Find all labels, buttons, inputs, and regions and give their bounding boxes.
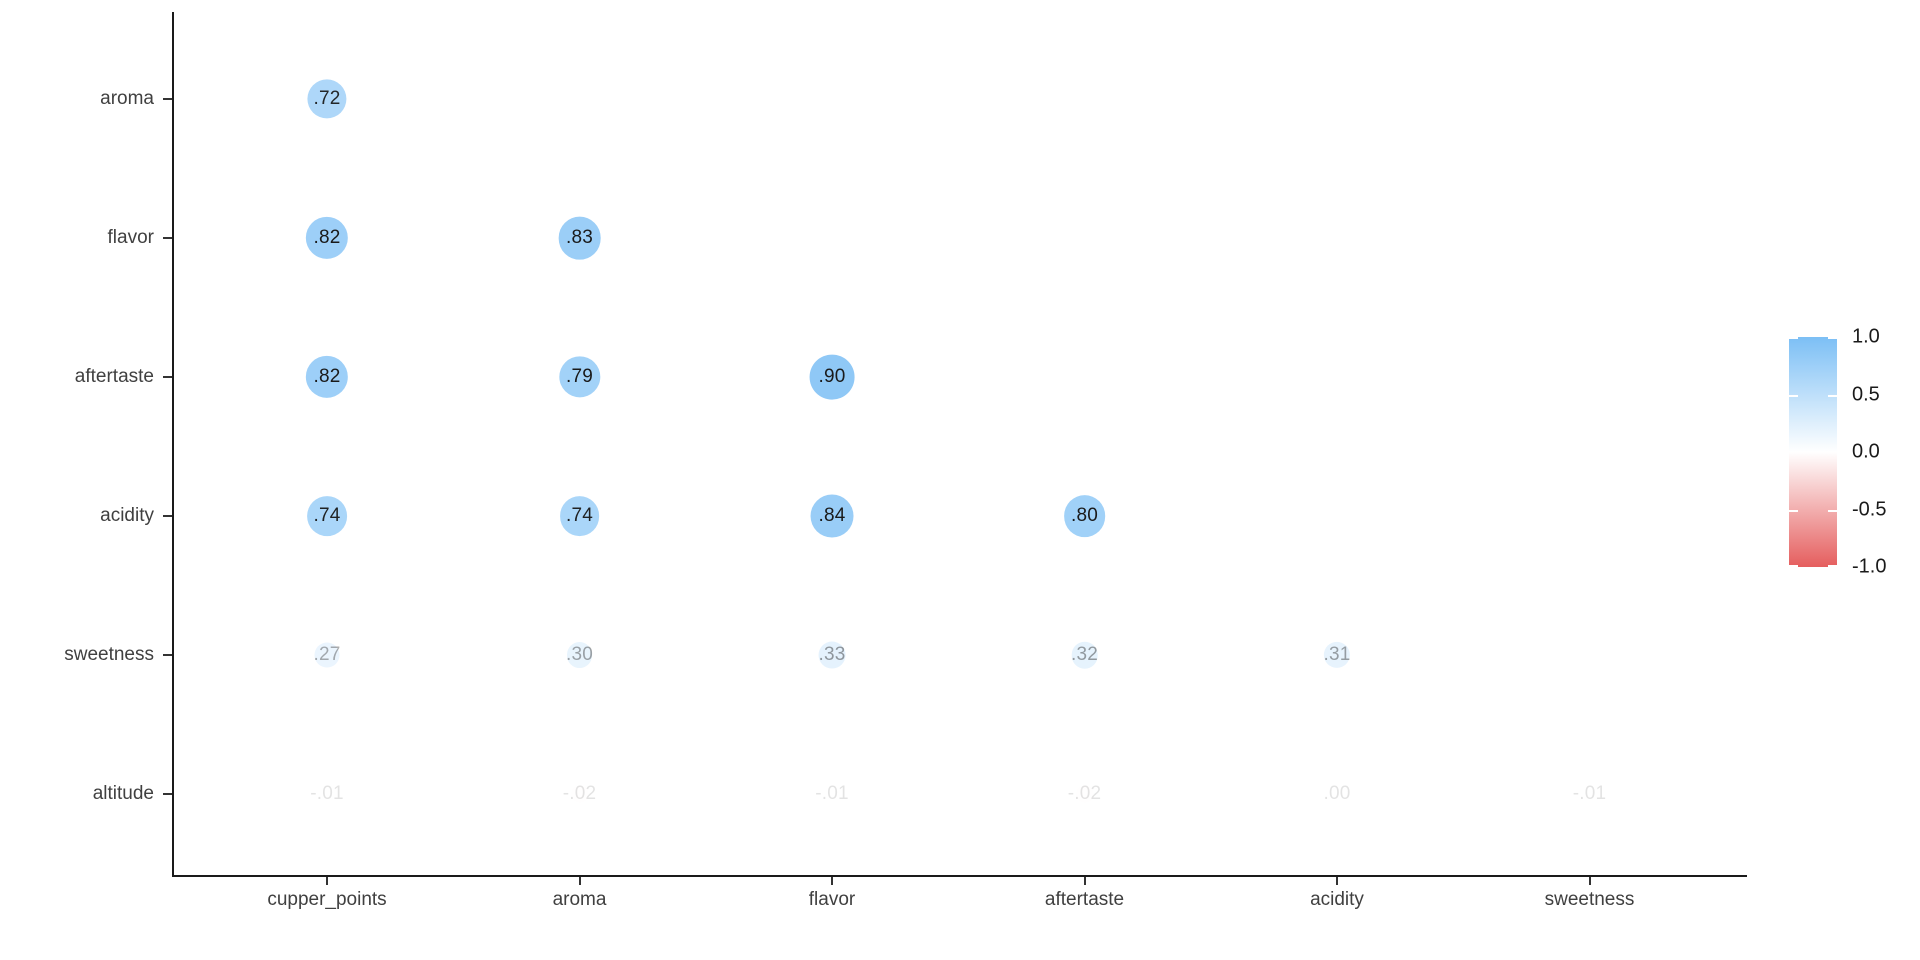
x-axis-label-acidity: acidity <box>1310 889 1364 910</box>
correlation-value-label: .84 <box>818 505 846 526</box>
correlation-dot <box>307 496 347 536</box>
correlation-value-label: .27 <box>313 644 341 665</box>
correlation-dot <box>307 79 347 119</box>
correlation-dot <box>558 356 601 398</box>
y-axis-tick <box>163 793 172 795</box>
correlation-value-label: .82 <box>313 366 341 387</box>
correlation-dot <box>809 354 855 400</box>
legend-tick-label: -0.5 <box>1852 498 1887 520</box>
y-axis-line <box>172 12 174 877</box>
correlation-dot <box>314 642 340 668</box>
correlation-value-label: .82 <box>313 227 341 248</box>
legend-tick-label: 0.5 <box>1852 383 1880 405</box>
y-axis-label-aftertaste: aftertaste <box>74 366 154 387</box>
correlation-value-label: .72 <box>313 88 341 109</box>
correlation-value-label: -.01 <box>1572 783 1607 804</box>
correlation-dot <box>559 496 600 536</box>
x-axis-tick <box>326 877 328 885</box>
x-axis-line <box>172 875 1747 877</box>
y-axis-label-aroma: aroma <box>100 88 154 109</box>
correlation-dot <box>810 494 854 538</box>
correlation-value-label: .83 <box>565 227 594 248</box>
x-axis-tick <box>1336 877 1338 885</box>
legend-tick-mark <box>1828 565 1837 567</box>
x-axis-label-aroma: aroma <box>552 889 607 910</box>
correlation-dot <box>1063 495 1106 537</box>
correlation-dot <box>1323 641 1351 669</box>
y-axis-label-altitude: altitude <box>92 783 154 804</box>
x-axis-label-flavor: flavor <box>808 889 856 910</box>
correlation-dot <box>1075 785 1094 803</box>
correlation-value-label: .31 <box>1323 644 1351 665</box>
correlation-value-label: .74 <box>565 505 594 526</box>
legend-gradient-bar <box>1789 337 1837 567</box>
x-axis-label-aftertaste: aftertaste <box>1044 889 1125 910</box>
y-axis-tick <box>163 376 172 378</box>
y-axis-label-acidity: acidity <box>100 505 154 526</box>
correlation-value-label: .80 <box>1070 505 1099 526</box>
x-axis-tick <box>831 877 833 885</box>
correlation-dot <box>305 355 349 399</box>
y-axis-tick <box>163 237 172 239</box>
legend-tick-mark <box>1789 394 1798 397</box>
correlation-value-label: -.01 <box>310 783 344 804</box>
y-axis-tick <box>163 98 172 100</box>
correlation-value-label: -.02 <box>1067 783 1102 804</box>
x-axis-tick <box>578 877 581 885</box>
correlation-dot <box>1071 641 1098 669</box>
legend-tick-label: -1.0 <box>1852 555 1887 578</box>
correlation-value-label: .74 <box>313 505 341 526</box>
correlation-dot <box>566 642 593 668</box>
legend-tick-mark <box>1828 337 1837 339</box>
correlation-dot <box>823 785 841 803</box>
correlation-dot <box>570 785 589 803</box>
y-axis-tick <box>163 515 172 517</box>
correlation-dot <box>1328 785 1346 803</box>
legend-tick-mark <box>1828 509 1837 512</box>
x-axis-label-sweetness: sweetness <box>1544 889 1635 910</box>
correlation-dot <box>305 216 349 260</box>
correlation-dot <box>558 216 601 260</box>
correlation-value-label: .33 <box>818 644 846 665</box>
legend-tick-mark <box>1789 509 1798 512</box>
legend-tick-mark <box>1789 565 1798 567</box>
correlation-dot <box>1581 785 1598 803</box>
correlation-value-label: .90 <box>818 366 846 387</box>
correlation-value-label: .79 <box>565 366 594 387</box>
legend-tick-label: 0.0 <box>1852 440 1880 463</box>
legend-tick-label: 1.0 <box>1852 325 1880 348</box>
correlation-dot <box>818 641 846 669</box>
y-axis-label-flavor: flavor <box>107 227 154 248</box>
x-axis-tick <box>1083 877 1086 885</box>
correlation-value-label: -.01 <box>815 783 849 804</box>
correlation-value-label: .00 <box>1323 783 1351 804</box>
y-axis-tick <box>163 654 172 656</box>
correlation-value-label: .32 <box>1070 644 1099 665</box>
x-axis-tick <box>1588 877 1591 885</box>
correlation-value-label: -.02 <box>562 783 597 804</box>
legend-tick-mark <box>1789 337 1798 339</box>
y-axis-label-sweetness: sweetness <box>64 644 154 665</box>
correlation-dot <box>318 785 336 803</box>
correlation-value-label: .30 <box>565 644 594 665</box>
x-axis-label-cupper_points: cupper_points <box>267 889 387 910</box>
legend-tick-mark <box>1828 394 1837 397</box>
